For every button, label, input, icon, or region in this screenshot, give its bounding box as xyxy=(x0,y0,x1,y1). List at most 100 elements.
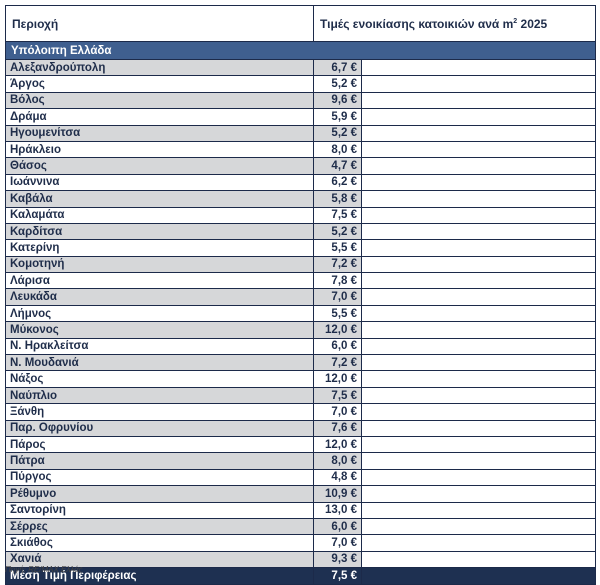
rent-value: 7,6 € xyxy=(313,419,362,437)
rent-value: 13,0 € xyxy=(313,501,362,519)
table-row: Κομοτηνή 7,2 € xyxy=(5,255,597,274)
section-label: Υπόλοιπη Ελλάδα xyxy=(4,41,597,60)
table-row: Πύργος 4,8 € xyxy=(5,468,597,487)
table-row: Λάρισα 7,8 € xyxy=(5,272,597,290)
rent-value: 7,5 € xyxy=(313,206,362,224)
rent-value: 5,2 € xyxy=(313,75,362,93)
header-price-year: 2025 xyxy=(517,16,548,31)
empty-cell xyxy=(360,370,597,388)
empty-cell xyxy=(360,501,597,519)
region-name: Ν. Ηρακλείτσα xyxy=(5,337,314,356)
empty-cell xyxy=(360,173,597,192)
empty-cell xyxy=(360,321,597,339)
table-row: Βόλος 9,6 € xyxy=(5,91,597,110)
rent-value: 10,9 € xyxy=(313,485,362,503)
header-region: Περιοχή xyxy=(5,5,314,42)
rent-value: 5,2 € xyxy=(313,222,362,241)
empty-cell xyxy=(360,157,597,175)
region-name: Λάρισα xyxy=(5,272,314,290)
region-name: Ρέθυμνο xyxy=(5,485,314,503)
average-value: 7,5 € xyxy=(313,567,362,585)
region-name: Ναύπλιο xyxy=(5,386,314,405)
rent-value: 9,6 € xyxy=(313,91,362,110)
region-name: Αλεξανδρούπολη xyxy=(5,58,314,77)
table-row: Ηγουμενίτσα 5,2 € xyxy=(5,124,597,142)
empty-cell xyxy=(360,124,597,142)
region-name: Ξάνθη xyxy=(5,403,314,421)
table-row: Ρέθυμνο 10,9 € xyxy=(5,485,597,503)
empty-cell xyxy=(360,91,597,110)
table-row: Σκιάθος 7,0 € xyxy=(5,534,597,552)
table-row: Παρ. Οφρυνίου 7,6 € xyxy=(5,419,597,437)
region-name: Μύκονος xyxy=(5,321,314,339)
table-row: Καρδίτσα 5,2 € xyxy=(5,222,597,241)
table-row: Πάτρα 8,0 € xyxy=(5,452,597,470)
empty-cell xyxy=(360,550,597,569)
rent-value: 5,2 € xyxy=(313,124,362,142)
region-name: Ιωάννινα xyxy=(5,173,314,192)
table-row: Μύκονος 12,0 € xyxy=(5,321,597,339)
rent-value: 12,0 € xyxy=(313,435,362,454)
rent-value: 6,2 € xyxy=(313,173,362,192)
region-name: Βόλος xyxy=(5,91,314,110)
average-row: Μέση Τιμή Περιφέρειας 7,5 € xyxy=(5,567,597,585)
empty-cell xyxy=(360,239,597,257)
table-row: Κατερίνη 5,5 € xyxy=(5,239,597,257)
table-row: Θάσος 4,7 € xyxy=(5,157,597,175)
rent-value: 8,0 € xyxy=(313,140,362,159)
empty-cell xyxy=(360,452,597,470)
empty-cell xyxy=(360,58,597,77)
empty-cell xyxy=(360,419,597,437)
region-name: Πάτρα xyxy=(5,452,314,470)
region-name: Κομοτηνή xyxy=(5,255,314,274)
region-name: Νάξος xyxy=(5,370,314,388)
table-row: Χανιά 9,3 € xyxy=(5,550,597,569)
region-name: Καβάλα xyxy=(5,190,314,208)
empty-cell xyxy=(360,485,597,503)
empty-cell xyxy=(360,337,597,356)
rent-value: 12,0 € xyxy=(313,321,362,339)
table-row: Ν. Ηρακλείτσα 6,0 € xyxy=(5,337,597,356)
source-note: Πηγή: RE/MAX Ελλάς xyxy=(5,565,83,574)
region-name: Παρ. Οφρυνίου xyxy=(5,419,314,437)
table-row: Αλεξανδρούπολη 6,7 € xyxy=(5,58,597,77)
region-name: Σαντορίνη xyxy=(5,501,314,519)
region-name: Χανιά xyxy=(5,550,314,569)
table-row: Καβάλα 5,8 € xyxy=(5,190,597,208)
table-row: Πάρος 12,0 € xyxy=(5,435,597,454)
rent-value: 12,0 € xyxy=(313,370,362,388)
empty-cell xyxy=(360,140,597,159)
rent-value: 5,5 € xyxy=(313,239,362,257)
table-row: Άργος 5,2 € xyxy=(5,75,597,93)
empty-cell xyxy=(360,534,597,552)
table-row: Καλαμάτα 7,5 € xyxy=(5,206,597,224)
region-name: Ν. Μουδανιά xyxy=(5,354,314,372)
empty-cell xyxy=(360,288,597,306)
rent-value: 6,0 € xyxy=(313,517,362,536)
empty-cell xyxy=(360,435,597,454)
table-row: Σαντορίνη 13,0 € xyxy=(5,501,597,519)
table-row: Ιωάννινα 6,2 € xyxy=(5,173,597,192)
region-name: Άργος xyxy=(5,75,314,93)
rent-value: 7,5 € xyxy=(313,386,362,405)
empty-cell xyxy=(360,190,597,208)
rent-value: 7,2 € xyxy=(313,354,362,372)
rent-value: 7,2 € xyxy=(313,255,362,274)
rent-value: 5,5 € xyxy=(313,304,362,323)
rent-prices-table: Περιοχή Τιμές ενοικίασης κατοικιών ανά m… xyxy=(4,5,597,585)
rent-value: 7,0 € xyxy=(313,403,362,421)
rent-value: 4,7 € xyxy=(313,157,362,175)
region-name: Καλαμάτα xyxy=(5,206,314,224)
table-row: Ξάνθη 7,0 € xyxy=(5,403,597,421)
table-row: Σέρρες 6,0 € xyxy=(5,517,597,536)
rent-prices-table-container: Περιοχή Τιμές ενοικίασης κατοικιών ανά m… xyxy=(4,5,597,585)
rent-value: 5,9 € xyxy=(313,108,362,126)
table-row: Ηράκλειο 8,0 € xyxy=(5,140,597,159)
rent-value: 7,0 € xyxy=(313,534,362,552)
region-name: Σέρρες xyxy=(5,517,314,536)
header-price-sup: 2 xyxy=(513,17,518,25)
rent-value: 6,0 € xyxy=(313,337,362,356)
rent-value: 7,8 € xyxy=(313,272,362,290)
empty-cell xyxy=(360,517,597,536)
empty-cell xyxy=(360,403,597,421)
